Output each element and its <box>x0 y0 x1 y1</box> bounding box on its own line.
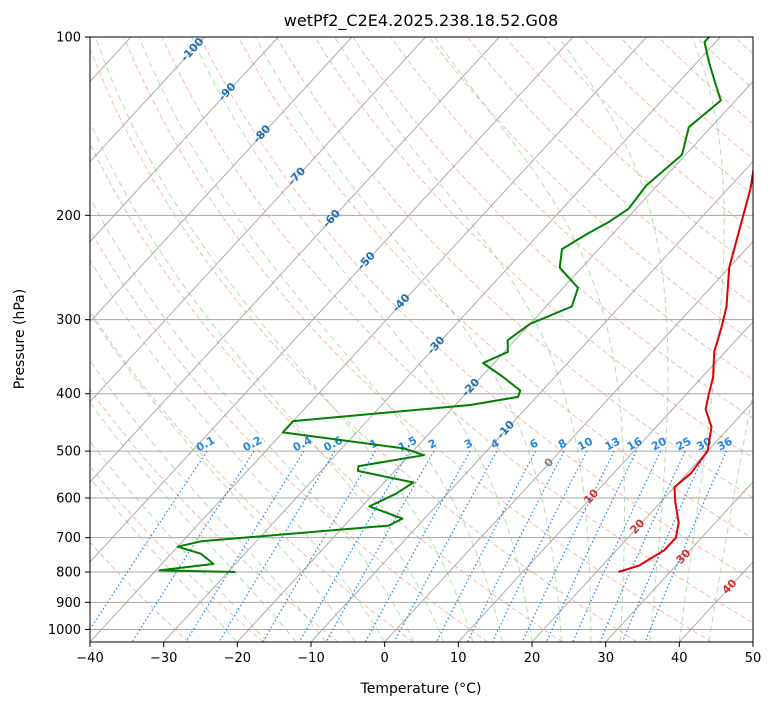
moist-adiabat <box>558 37 669 642</box>
isotherm <box>531 401 753 642</box>
isotherm <box>163 37 721 642</box>
mixing-ratio-line <box>599 450 686 642</box>
isotherm <box>90 37 426 403</box>
plot-frame <box>89 36 754 643</box>
isotherm <box>90 37 647 642</box>
y-tick-label: 400 <box>56 387 81 402</box>
mixing-ratio-line <box>325 450 435 642</box>
isotherm <box>90 37 500 483</box>
moist-adiabat <box>94 37 474 642</box>
y-tick-label: 300 <box>56 313 81 328</box>
moist-adiabat <box>678 37 725 642</box>
mixing-ratio-label: 16 <box>625 435 645 454</box>
y-tick-label: 800 <box>56 566 81 581</box>
dry-adiabat <box>123 37 712 642</box>
chart-title: wetPf2_C2E4.2025.238.18.52.G08 <box>284 11 558 31</box>
moist-adiabat <box>90 401 297 642</box>
dry-adiabat <box>90 142 563 642</box>
dewpoint-profile-line <box>158 37 722 573</box>
y-tick-label: 600 <box>56 492 81 507</box>
x-tick-label: −30 <box>150 651 177 666</box>
isotherm <box>310 160 753 642</box>
isotherm <box>90 37 205 163</box>
x-tick-label: 40 <box>671 651 688 666</box>
mixing-ratio-line <box>218 450 336 642</box>
moist-adiabat <box>433 37 625 642</box>
x-tick-label: −10 <box>297 651 324 666</box>
mixing-ratio-line <box>521 450 615 642</box>
x-axis-label: Temperature (°C) <box>360 681 482 697</box>
axes: −40 −30 −20 −10 0 10 20 30 40 50 100 200 300 400 500 60… <box>48 31 761 667</box>
dry-adiabat <box>90 47 638 642</box>
mixing-ratio-line <box>185 450 305 642</box>
x-tick-label: 0 <box>381 651 389 666</box>
mixing-ratio-label: 36 <box>715 435 735 454</box>
mixing-ratio-label: 20 <box>649 435 669 454</box>
isotherm <box>90 37 353 323</box>
mixing-ratio-label: 25 <box>674 435 694 454</box>
moist-adiabat <box>138 37 503 642</box>
moist-adiabat <box>90 196 415 642</box>
x-tick-label: −20 <box>224 651 251 666</box>
dry-adiabat <box>276 37 753 499</box>
mixing-ratio-line <box>298 450 410 642</box>
x-tick-label: 30 <box>597 651 614 666</box>
isotherm <box>384 240 753 642</box>
moist-adiabat <box>191 37 533 642</box>
moist-adiabat <box>708 389 753 642</box>
y-tick-label: 1000 <box>48 623 81 638</box>
moist-adiabat <box>90 120 445 642</box>
y-tick-label: 100 <box>56 31 81 46</box>
mixing-ratio-line <box>572 450 662 642</box>
y-tick-label: 200 <box>56 209 81 224</box>
mixing-ratio-line <box>545 450 637 642</box>
x-tick-label: −40 <box>76 651 103 666</box>
dry-adiabat <box>505 37 753 268</box>
y-axis-label: Pressure (hPa) <box>12 289 28 389</box>
moist-adiabat <box>254 37 562 642</box>
mixing-ratio-line <box>435 450 537 642</box>
mixing-ratio-line <box>90 450 208 631</box>
moist-adiabat <box>90 359 327 642</box>
dry-adiabat <box>352 37 753 420</box>
dry-adiabat <box>161 37 753 624</box>
moist-adiabat <box>90 312 356 642</box>
mixing-ratio-label: 10 <box>575 435 595 454</box>
dry-adiabat <box>237 37 753 540</box>
y-tick-label: 500 <box>56 445 81 460</box>
x-tick-label: 10 <box>450 651 467 666</box>
isotherm <box>90 37 279 243</box>
dry-adiabat <box>428 37 753 343</box>
dry-adiabat <box>90 388 339 642</box>
sounding-profiles <box>158 37 753 573</box>
mixing-ratio-line <box>364 450 471 642</box>
dry-adiabat <box>390 37 753 381</box>
mixing-ratio-line <box>466 450 565 642</box>
x-tick-label: 50 <box>745 651 762 666</box>
mixing-ratio-line <box>393 450 498 642</box>
isotherm <box>90 37 574 563</box>
temperature-profile-line <box>618 165 753 573</box>
mixing-ratio-label: 13 <box>603 435 623 454</box>
mixing-ratio-line <box>491 450 588 642</box>
dry-adiabat <box>199 37 753 581</box>
x-tick-label: 20 <box>524 651 541 666</box>
isotherm <box>457 320 753 642</box>
isotherm <box>605 481 753 642</box>
y-tick-label: 700 <box>56 531 81 546</box>
y-tick-label: 900 <box>56 596 81 611</box>
background-lines <box>90 37 753 642</box>
isotherm <box>236 80 753 642</box>
dry-adiabat <box>90 465 264 642</box>
moist-adiabat <box>334 37 592 642</box>
dry-adiabat <box>581 37 753 196</box>
